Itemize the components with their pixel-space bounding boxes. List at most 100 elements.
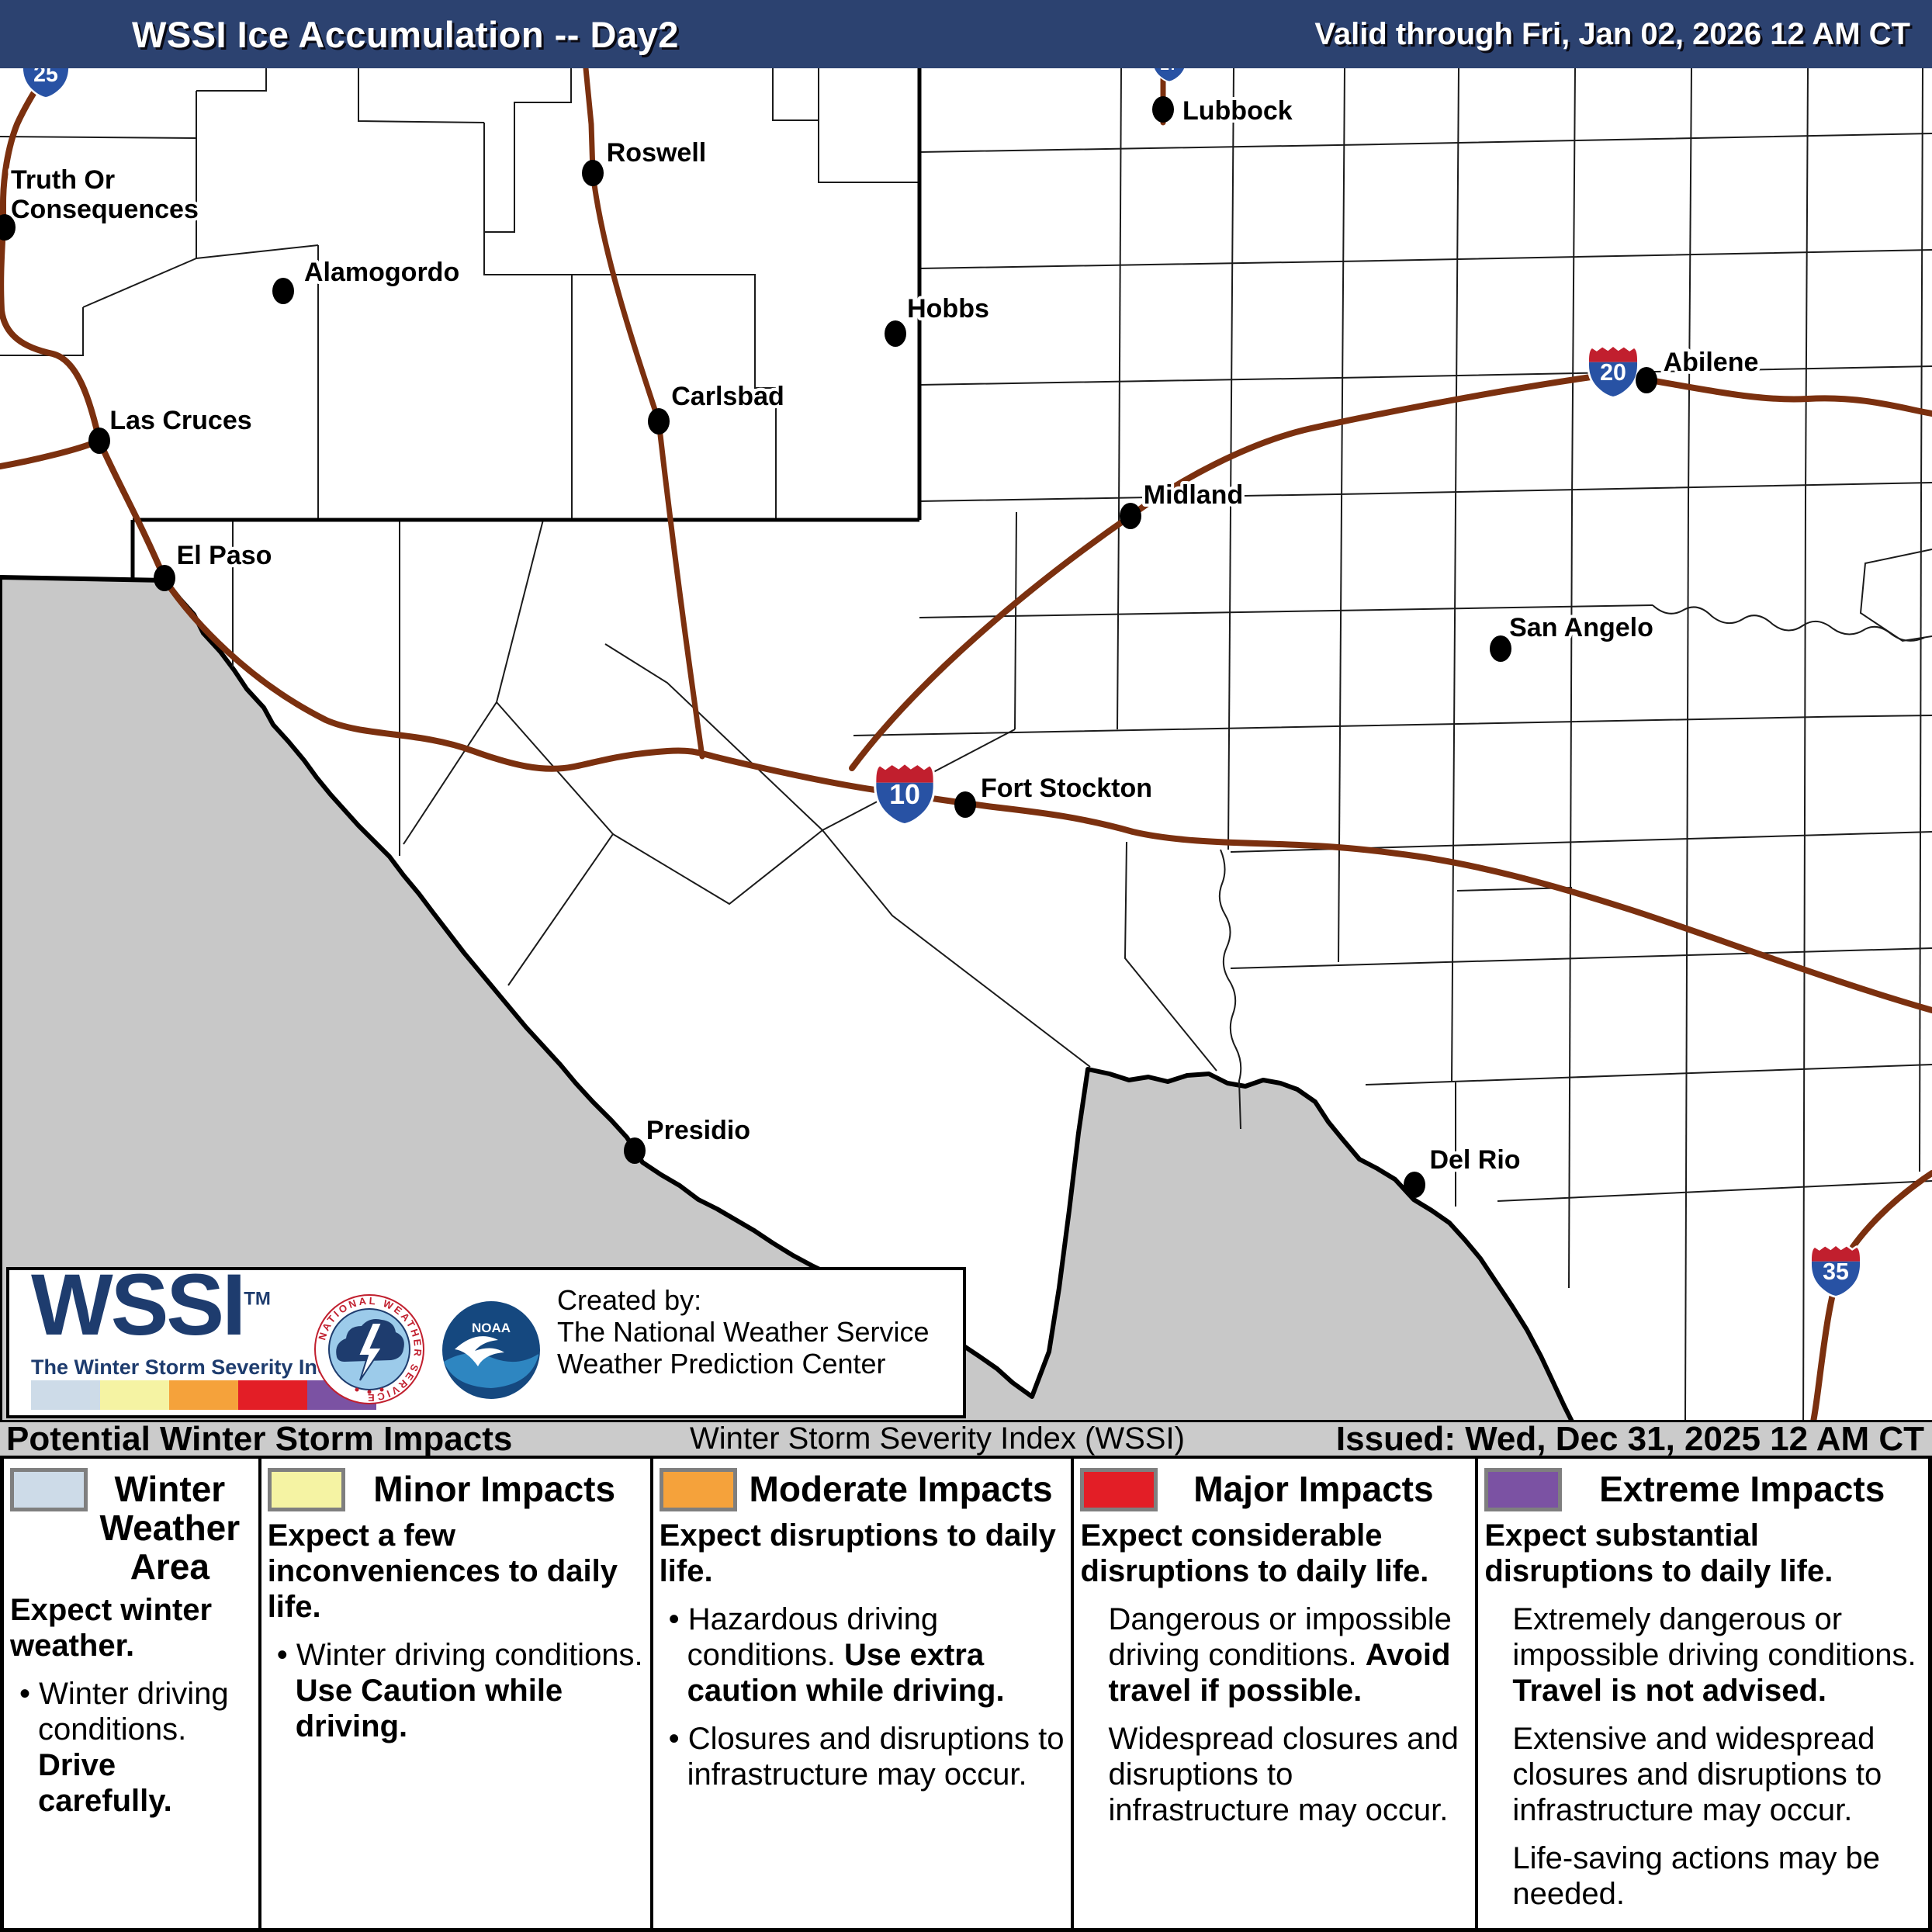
city-roswell: Roswell <box>582 135 709 186</box>
city-fort-stockton: Fort Stockton <box>954 770 1155 818</box>
created-by-text: Created by: The National Weather Service… <box>557 1284 930 1380</box>
shield-number: 20 <box>1600 360 1626 386</box>
legend-text: • Winter driving conditions. Drive caref… <box>19 1677 229 1818</box>
city-carlsbad: Carlsbad <box>648 379 788 435</box>
legend-text: Expect disruptions to daily life. <box>659 1518 1056 1588</box>
legend-swatch <box>659 1468 737 1511</box>
city-label: El Paso <box>177 541 272 570</box>
scale-swatch <box>100 1380 169 1410</box>
city-label: Alamogordo <box>304 258 459 287</box>
legend-swatch <box>1080 1468 1158 1511</box>
city-del-rio: Del Rio <box>1404 1142 1524 1198</box>
state-borders <box>130 68 922 578</box>
city-label: Midland <box>1144 480 1243 510</box>
legend-text: Extremely dangerous or impossible drivin… <box>1512 1602 1916 1708</box>
city-label: San Angelo <box>1509 613 1653 642</box>
legend-column-moderate-impacts: Moderate Impacts Expect disruptions to da… <box>653 1459 1075 1928</box>
bar-title: Potential Winter Storm Impacts <box>6 1419 513 1458</box>
road-i25 <box>0 68 102 444</box>
legend-title: Major Impacts <box>1193 1469 1434 1509</box>
interstate-35-shield: 35 <box>1812 1246 1860 1296</box>
city-lubbock: Lubbock <box>1152 93 1296 129</box>
legend-title: Moderate Impacts <box>749 1469 1053 1509</box>
shield-number: 35 <box>1823 1259 1849 1285</box>
city-label: Carlsbad <box>671 382 784 411</box>
valid-through-text: Valid through Fri, Jan 02, 2026 12 AM CT <box>1314 16 1910 51</box>
city-label: Fort Stockton <box>981 774 1152 803</box>
legend-column-major-impacts: Major Impacts Expect considerable disrupt… <box>1074 1459 1479 1928</box>
legend-text: Widespread closures and disruptions to i… <box>1108 1722 1459 1827</box>
legend-text: Expect a few inconveniences to daily lif… <box>267 1518 618 1624</box>
county-lines <box>0 68 1932 1420</box>
road-i35 <box>1810 1170 1932 1420</box>
shield-number: 10 <box>889 779 920 810</box>
city-alamogordo: Alamogordo <box>272 254 462 304</box>
legend-text: Expect winter weather. <box>10 1593 213 1663</box>
city-markers: Truth Or Consequences Las Cruces El Paso Ala… <box>0 93 1761 1198</box>
issued-bar: Potential Winter Storm Impacts Winter St… <box>0 1420 1932 1459</box>
legend-text: • Hazardous driving conditions. Use extr… <box>668 1602 1005 1708</box>
scale-swatch <box>169 1380 238 1410</box>
city-midland: Midland <box>1120 477 1246 529</box>
legend-column-minor-impacts: Minor Impacts Expect a few inconveniences… <box>261 1459 653 1928</box>
city-dot <box>885 320 906 347</box>
svg-text:NOAA: NOAA <box>472 1321 511 1335</box>
interstate-shields: 25 27 20 10 35 <box>23 68 1860 1296</box>
city-label: Truth Or Consequences <box>11 165 199 224</box>
page-title: WSSI Ice Accumulation -- Day2 <box>132 13 679 55</box>
city-label: Las Cruces <box>109 406 251 435</box>
city-label: Presidio <box>646 1116 750 1145</box>
nws-logo: NATIONAL WEATHER SERVICE <box>314 1294 424 1404</box>
legend-title: Winter Weather Area <box>99 1469 241 1587</box>
trademark: TM <box>244 1288 271 1310</box>
wssi-logo-box: WSSITM The Winter Storm Severity Index N… <box>6 1256 966 1418</box>
shield-number: 27 <box>1160 68 1178 74</box>
city-dot <box>1152 96 1174 123</box>
issued-text: Issued: Wed, Dec 31, 2025 12 AM CT <box>1335 1419 1924 1458</box>
city-label: Abilene <box>1664 348 1759 377</box>
legend-swatch <box>10 1468 88 1511</box>
legend-text: Dangerous or impossible driving conditio… <box>1108 1602 1452 1708</box>
legend-text: • Winter driving conditions. Use Caution… <box>276 1638 643 1743</box>
scale-swatch <box>238 1380 307 1410</box>
impact-legend: Winter Weather Area Expect winter weather. •… <box>0 1459 1932 1932</box>
city-las-cruces: Las Cruces <box>88 403 255 454</box>
city-hobbs: Hobbs <box>885 291 992 347</box>
interstate-25-shield: 25 <box>23 68 68 97</box>
legend-swatch <box>267 1468 345 1511</box>
noaa-logo: NOAA <box>442 1301 540 1399</box>
city-san-angelo: San Angelo <box>1490 610 1657 662</box>
city-label: Lubbock <box>1182 96 1293 126</box>
city-truth-or-consequences: Truth Or Consequences <box>0 162 202 241</box>
city-dot <box>582 160 604 186</box>
city-dot <box>954 791 976 818</box>
wssi-logo: WSSITM <box>31 1256 271 1353</box>
city-dot <box>1490 635 1511 662</box>
city-dot <box>1120 503 1141 529</box>
legend-text: Extensive and widespread closures and di… <box>1512 1722 1882 1827</box>
city-dot <box>154 565 175 591</box>
legend-text: Expect substantial disruptions to daily … <box>1484 1518 1833 1588</box>
legend-column-winter-weather-area: Winter Weather Area Expect winter weather. •… <box>4 1459 261 1928</box>
shield-number: 25 <box>33 68 58 87</box>
city-dot <box>624 1137 646 1164</box>
legend-column-extreme-impacts: Extreme Impacts Expect substantial disrup… <box>1478 1459 1928 1928</box>
wssi-tagline: The Winter Storm Severity Index <box>31 1356 354 1379</box>
city-label: Hobbs <box>907 294 989 324</box>
city-presidio: Presidio <box>624 1113 753 1164</box>
city-dot <box>0 214 16 241</box>
city-el-paso: El Paso <box>154 538 275 591</box>
city-dot <box>88 428 110 454</box>
city-dot <box>1404 1172 1425 1198</box>
city-label: Roswell <box>607 138 706 168</box>
city-dot <box>272 278 294 304</box>
city-label: Del Rio <box>1429 1145 1520 1175</box>
legend-text: Life-saving actions may be needed. <box>1512 1841 1880 1911</box>
legend-title: Extreme Impacts <box>1599 1469 1885 1509</box>
road-i10 <box>96 438 1932 1013</box>
scale-swatch <box>31 1380 100 1410</box>
interstate-20-shield: 20 <box>1589 347 1637 396</box>
road-i20 <box>849 371 1932 771</box>
